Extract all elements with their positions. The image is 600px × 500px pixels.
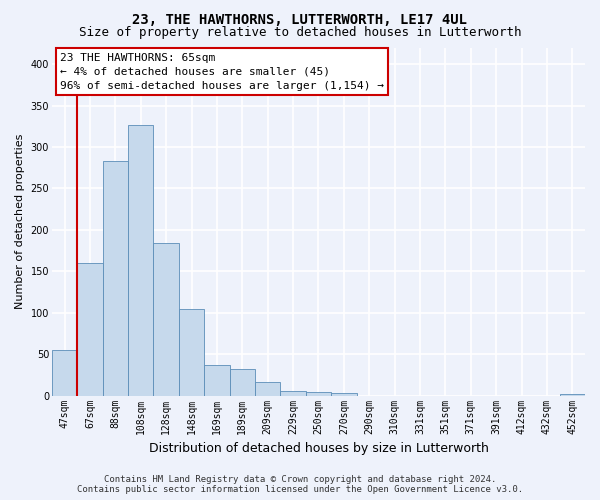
Bar [204,365,230,396]
Text: 23 THE HAWTHORNS: 65sqm
← 4% of detached houses are smaller (45)
96% of semi-det: 23 THE HAWTHORNS: 65sqm ← 4% of detached… [60,52,384,90]
X-axis label: Distribution of detached houses by size in Lutterworth: Distribution of detached houses by size … [149,442,488,455]
Bar [230,369,255,396]
Y-axis label: Number of detached properties: Number of detached properties [15,134,25,310]
Bar [280,392,306,396]
Bar [103,161,128,396]
Text: Contains HM Land Registry data © Crown copyright and database right 2024.
Contai: Contains HM Land Registry data © Crown c… [77,474,523,494]
Bar [77,263,103,396]
Bar [154,243,179,396]
Bar [331,393,356,396]
Bar [52,350,77,396]
Bar [560,394,585,396]
Bar [255,382,280,396]
Bar [179,310,204,396]
Text: 23, THE HAWTHORNS, LUTTERWORTH, LE17 4UL: 23, THE HAWTHORNS, LUTTERWORTH, LE17 4UL [133,12,467,26]
Bar [306,392,331,396]
Bar [128,124,154,396]
Text: Size of property relative to detached houses in Lutterworth: Size of property relative to detached ho… [79,26,521,39]
